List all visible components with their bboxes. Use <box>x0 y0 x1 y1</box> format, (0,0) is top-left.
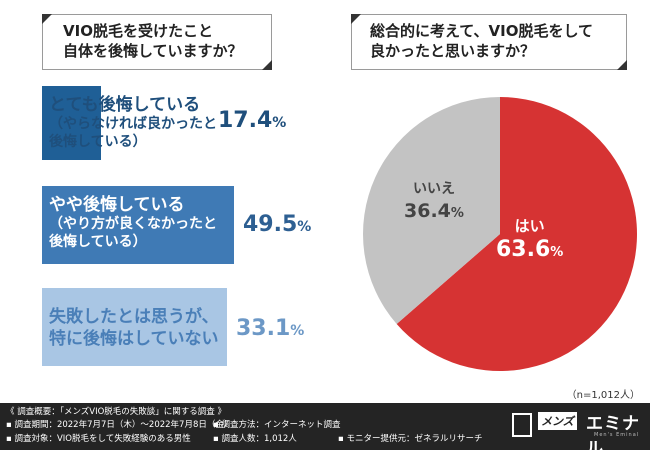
bar-label: やや後悔している （やり方が良くなかったと 後悔している） <box>49 195 217 251</box>
survey-overview: 《 調査概要：「メンズVIO脱毛の失敗談」に関する調査 》 <box>6 407 226 417</box>
bar-no-regret: 失敗したとは思うが、 特に後悔はしていない 33.1% <box>42 288 342 366</box>
footer: 《 調査概要：「メンズVIO脱毛の失敗談」に関する調査 》 ▪ 調査期間：202… <box>0 403 650 459</box>
pie-slice-yes <box>396 97 637 371</box>
bar-label-line1: とても後悔している <box>49 95 201 115</box>
corner-decoration <box>42 14 52 24</box>
survey-provider: ▪ モニター提供元：ゼネラルリサーチ <box>338 434 483 444</box>
right-question-box: 総合的に考えて、VIO脱毛をして 良かったと思いますか？ <box>351 14 627 70</box>
logo-mark-icon <box>512 413 532 437</box>
survey-period: ▪ 調査期間：2022年7月7日（木）～2022年7月8日（金） <box>6 420 233 430</box>
bar-somewhat-regret: やや後悔している （やり方が良くなかったと 後悔している） 49.5% <box>42 186 342 264</box>
survey-target: ▪ 調査対象：VIO脱毛をして失敗経験のある男性 <box>6 434 191 444</box>
pie-label-no-value: 36.4% <box>404 200 464 222</box>
bar-label-line2: （やらなければ良かったと <box>49 116 217 132</box>
pie-label-no: いいえ 36.4% <box>404 180 464 227</box>
bar-label-line1: やや後悔している <box>49 195 185 215</box>
logo-tag: メンズ <box>538 412 577 430</box>
bar-label-line1: 失敗したとは思うが、 <box>49 307 219 327</box>
bar-fill <box>42 186 234 264</box>
corner-decoration <box>351 14 361 24</box>
left-question-line2: 自体を後悔していますか？ <box>63 42 243 60</box>
sample-size: （n=1,012人） <box>566 390 640 401</box>
pie-chart <box>363 97 637 371</box>
pie-label-yes-value: 63.6% <box>496 237 564 262</box>
corner-decoration <box>262 60 272 70</box>
bar-value: 33.1% <box>236 316 305 341</box>
pie-label-no-name: いいえ <box>412 181 455 197</box>
bar-label-line2: 特に後悔はしていない <box>49 329 219 349</box>
right-question-line2: 良かったと思いますか？ <box>370 42 536 60</box>
bar-label-line2: （やり方が良くなかったと <box>49 216 217 232</box>
pie-slice-no <box>363 97 500 324</box>
bar-fill <box>42 86 101 160</box>
right-question-line1: 総合的に考えて、VIO脱毛をして <box>370 22 593 40</box>
bar-label-line3: 後悔している） <box>49 234 147 250</box>
bar-fill <box>42 288 227 366</box>
brand-logo: メンズ エミナル Men's Eminal <box>510 409 645 459</box>
left-question-box: VIO脱毛を受けたこと 自体を後悔していますか？ <box>42 14 272 70</box>
bar-very-regret: とても後悔している （やらなければ良かったと 後悔している） 17.4% <box>42 86 332 160</box>
pie-label-yes-name: はい <box>514 217 545 235</box>
corner-decoration <box>617 60 627 70</box>
bar-label: 失敗したとは思うが、 特に後悔はしていない <box>49 306 219 350</box>
survey-count: ▪ 調査人数：1,012人 <box>213 434 297 444</box>
bar-label-line3: 後悔している） <box>49 134 147 150</box>
bar-value: 49.5% <box>243 212 312 237</box>
survey-method: ▪ 調査方法：インターネット調査 <box>213 420 341 430</box>
logo-sub: Men's Eminal <box>594 432 640 438</box>
left-question-line1: VIO脱毛を受けたこと <box>63 22 213 40</box>
bar-value: 17.4% <box>218 108 287 133</box>
bar-label: とても後悔している （やらなければ良かったと 後悔している） <box>49 95 217 151</box>
pie-label-yes: はい 63.6% <box>496 216 563 267</box>
